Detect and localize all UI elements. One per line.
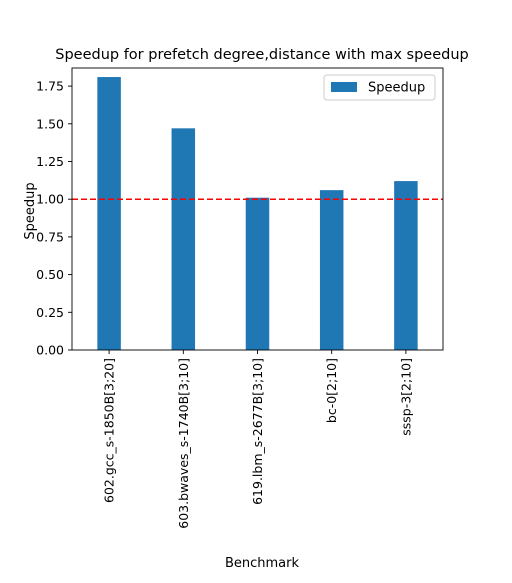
legend-swatch bbox=[331, 82, 357, 92]
y-tick-label: 0.00 bbox=[36, 343, 64, 358]
x-tick-label: sssp-3[2;10] bbox=[398, 358, 413, 436]
y-tick-label: 0.25 bbox=[36, 305, 64, 320]
chart-title: Speedup for prefetch degree,distance wit… bbox=[55, 47, 469, 63]
x-tick-label: 602.gcc_s-1850B[3;20] bbox=[102, 358, 117, 503]
x-tick-label: bc-0[2;10] bbox=[324, 358, 339, 423]
legend-label: Speedup bbox=[368, 81, 425, 96]
y-tick-label: 1.25 bbox=[36, 154, 64, 169]
y-tick-label: 0.75 bbox=[36, 229, 64, 244]
legend: Speedup bbox=[323, 74, 436, 101]
plot-area: 0.00 0.25 0.50 0.75 1.00 1.25 1.50 1.75 602.gcc_… bbox=[36, 67, 444, 529]
bar-1 bbox=[97, 77, 121, 350]
bar-4 bbox=[319, 190, 344, 350]
x-tick-label: 603.bwaves_s-1740B[3;10] bbox=[176, 358, 191, 529]
x-tick-label: 619.lbm_s-2677B[3;10] bbox=[250, 358, 265, 505]
bar-2 bbox=[171, 128, 196, 350]
x-axis-label: Benchmark bbox=[225, 556, 300, 571]
y-tick-label: 1.00 bbox=[36, 192, 64, 207]
bar-5 bbox=[394, 181, 418, 350]
bar-3 bbox=[245, 197, 270, 350]
y-tick-label: 0.50 bbox=[36, 267, 64, 282]
y-tick-label: 1.50 bbox=[36, 116, 64, 131]
y-axis-label: Speedup bbox=[23, 182, 38, 239]
legend-frame bbox=[323, 74, 436, 101]
y-tick-label: 1.75 bbox=[36, 79, 64, 94]
